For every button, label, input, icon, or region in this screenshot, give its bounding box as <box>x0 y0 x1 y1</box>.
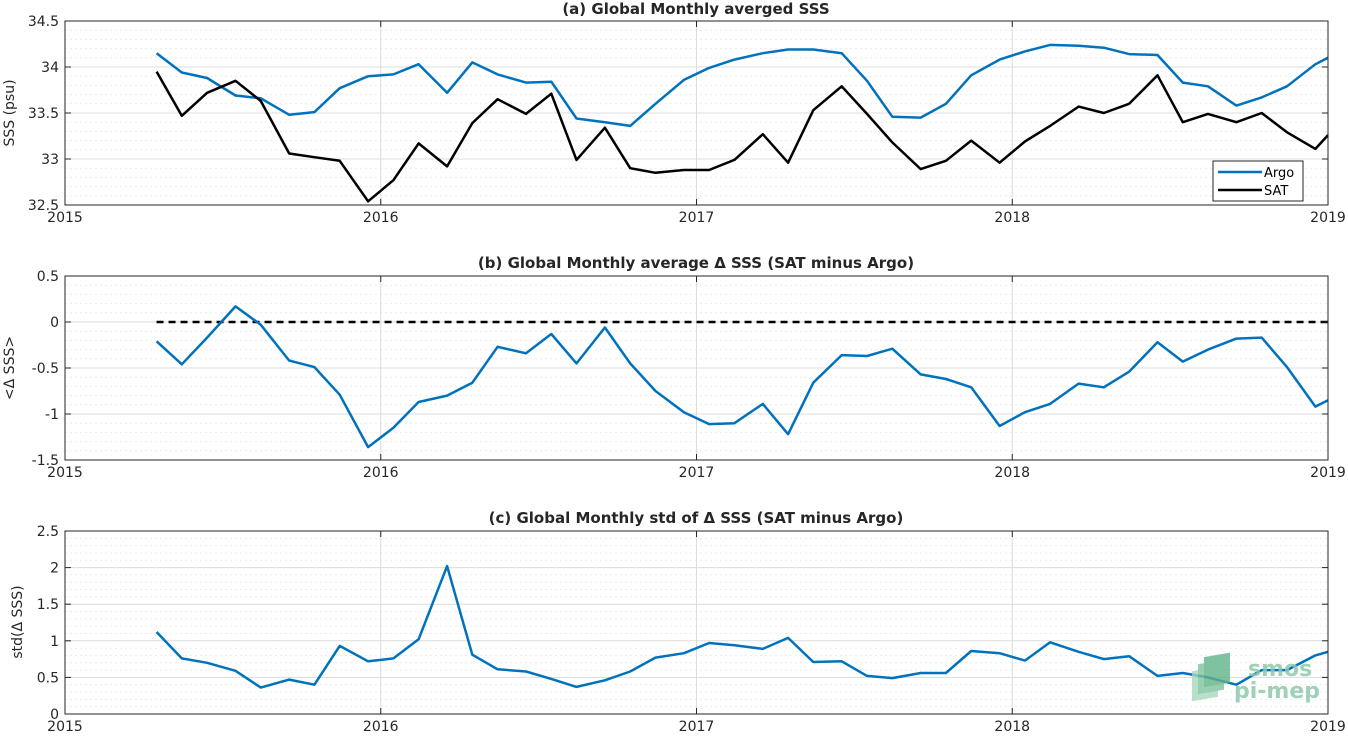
y-tick-label: 33 <box>41 152 59 168</box>
x-tick-label: 2017 <box>679 465 715 481</box>
y-tick-label: 0 <box>50 707 59 723</box>
y-tick-label: 0.5 <box>37 269 59 285</box>
y-tick-label: 2 <box>50 561 59 577</box>
y-tick-label: -0.5 <box>32 361 59 377</box>
panel-c: (c) Global Monthly std of Δ SSS (SAT min… <box>10 509 1346 735</box>
x-tick-label: 2019 <box>1310 210 1346 226</box>
x-tick-label: 2018 <box>994 465 1030 481</box>
x-tick-label: 2015 <box>47 210 83 226</box>
x-tick-label: 2017 <box>679 719 715 735</box>
y-tick-label: 34 <box>41 60 59 76</box>
smos-pi-mep-logo: smos pi-mep <box>1192 652 1320 704</box>
y-tick-label: 34.5 <box>28 14 59 30</box>
panel-c-ylabel: std(Δ SSS) <box>10 585 26 658</box>
x-tick-label: 2015 <box>47 719 83 735</box>
panel-a-plot-area: 2015 2016 2017 2018 2019 32.5 33 33.5 34 34.5 <box>28 14 1346 226</box>
panel-c-title: (c) Global Monthly std of Δ SSS (SAT min… <box>489 509 904 527</box>
panel-a-ylabel: SSS (psu) <box>2 79 18 146</box>
x-tick-label: 2017 <box>679 210 715 226</box>
panel-b-title: (b) Global Monthly average Δ SSS (SAT mi… <box>478 254 914 272</box>
panel-b: (b) Global Monthly average Δ SSS (SAT mi… <box>2 254 1346 481</box>
x-tick-label: 2019 <box>1310 719 1346 735</box>
series-line-delta-2 <box>155 564 1329 689</box>
panel-b-plot-area: 2015 2016 2017 2018 2019 -1.5 -1 -0.5 0 0.5 <box>32 269 1346 481</box>
panel-a: (a) Global Monthly averged SSS SSS (psu)… <box>2 0 1346 226</box>
y-tick-label: -1.5 <box>32 453 59 469</box>
x-tick-label: 2016 <box>363 719 399 735</box>
y-tick-label: 0 <box>50 315 59 331</box>
y-tick-label: 0.5 <box>37 670 59 686</box>
x-tick-label: 2019 <box>1310 465 1346 481</box>
legend-label-sat: SAT <box>1264 184 1288 199</box>
series-line-argo <box>155 43 1329 128</box>
y-tick-label: 1.5 <box>37 597 59 613</box>
panel-b-ylabel: <Δ SSS> <box>2 336 18 400</box>
y-tick-label: 1 <box>50 634 59 650</box>
legend-label-argo: Argo <box>1264 166 1294 181</box>
legend: Argo SAT <box>1212 160 1304 202</box>
x-tick-label: 2016 <box>363 210 399 226</box>
y-tick-label: 32.5 <box>28 198 59 214</box>
y-tick-label: 33.5 <box>28 106 59 122</box>
x-tick-label: 2015 <box>47 465 83 481</box>
y-tick-label: 2.5 <box>37 524 59 540</box>
x-tick-label: 2018 <box>994 210 1030 226</box>
logo-stack-icon <box>1192 652 1230 702</box>
logo-text-smos: smos <box>1248 657 1312 682</box>
panel-c-plot-area: 2015 2016 2017 2018 2019 0 0.5 1 1.5 2 2.5 <box>37 524 1346 735</box>
legend-box <box>1212 160 1304 202</box>
x-tick-label: 2016 <box>363 465 399 481</box>
panel-a-title: (a) Global Monthly averged SSS <box>562 0 829 18</box>
series-line-delta-1 <box>155 305 1329 449</box>
y-tick-label: -1 <box>45 407 59 423</box>
x-tick-label: 2018 <box>994 719 1030 735</box>
series-line-sat <box>155 70 1329 203</box>
logo-text-pi-mep: pi-mep <box>1234 679 1320 704</box>
